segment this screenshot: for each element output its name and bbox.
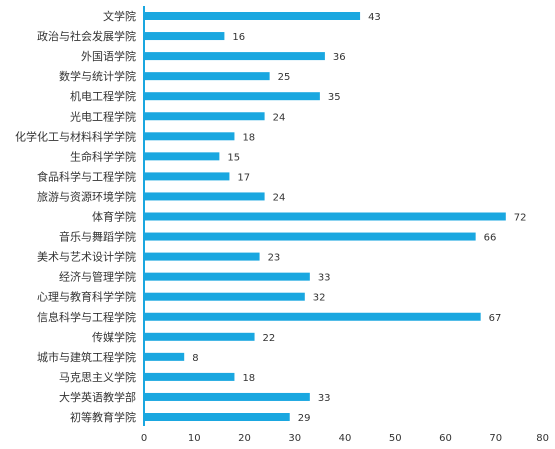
- category-label: 机电工程学院: [70, 89, 136, 103]
- data-label: 15: [227, 152, 240, 163]
- x-tick-label: 30: [288, 433, 301, 444]
- data-label: 36: [333, 52, 346, 63]
- category-label: 传媒学院: [92, 330, 136, 344]
- data-label: 67: [489, 313, 502, 324]
- category-label: 美术与艺术设计学院: [37, 250, 136, 264]
- category-label: 生命科学学院: [70, 149, 136, 163]
- x-tick-labels: 0 10 20 30 40 50 60 70 80: [141, 433, 549, 444]
- data-label: 16: [232, 32, 245, 43]
- category-label: 信息科学与工程学院: [37, 310, 136, 324]
- bar: [144, 172, 230, 181]
- data-label: 17: [237, 172, 250, 183]
- x-tick-label: 50: [389, 433, 402, 444]
- category-label: 城市与建筑工程学院: [37, 350, 136, 364]
- category-label: 大学英语教学部: [59, 390, 136, 404]
- bar: [144, 132, 235, 141]
- bar: [144, 152, 220, 161]
- x-tick-label: 40: [339, 433, 352, 444]
- data-label: 8: [192, 353, 198, 364]
- bar: [144, 52, 325, 61]
- category-label: 光电工程学院: [70, 109, 136, 123]
- bar: [144, 72, 270, 81]
- bar: [144, 92, 320, 101]
- data-label: 33: [318, 393, 331, 404]
- category-labels: 文学院政治与社会发展学院外国语学院数学与统计学院机电工程学院光电工程学院化学化工…: [15, 9, 136, 424]
- data-label: 18: [242, 132, 255, 143]
- data-label: 22: [263, 333, 276, 344]
- category-label: 经济与管理学院: [59, 270, 136, 284]
- category-label: 旅游与资源环境学院: [37, 189, 136, 203]
- x-tick-label: 10: [188, 433, 201, 444]
- bar: [144, 112, 265, 121]
- data-label: 24: [273, 112, 286, 123]
- category-label: 文学院: [103, 9, 136, 23]
- category-label: 音乐与舞蹈学院: [59, 230, 136, 244]
- category-label: 数学与统计学院: [59, 69, 136, 83]
- data-label: 66: [484, 233, 497, 244]
- bar: [144, 392, 310, 401]
- data-label: 23: [268, 253, 281, 264]
- bar: [144, 372, 235, 381]
- category-label: 初等教育学院: [70, 410, 136, 424]
- x-tick-label: 0: [141, 433, 147, 444]
- bar: [144, 252, 260, 261]
- bar: [144, 332, 255, 341]
- data-label: 18: [242, 373, 255, 384]
- data-label: 32: [313, 293, 326, 304]
- bar: [144, 12, 361, 20]
- data-label: 72: [514, 213, 527, 224]
- category-label: 化学化工与材料科学学院: [15, 129, 136, 143]
- data-label: 43: [368, 12, 381, 23]
- bar: [144, 32, 225, 41]
- bar: [144, 192, 265, 201]
- x-tick-label: 70: [489, 433, 502, 444]
- bar: [144, 292, 305, 301]
- category-label: 心理与教育科学学院: [37, 290, 136, 304]
- category-label: 体育学院: [92, 210, 136, 224]
- x-tick-label: 60: [439, 433, 452, 444]
- data-label: 24: [273, 192, 286, 203]
- bar: [144, 272, 310, 281]
- x-tick-label: 20: [238, 433, 251, 444]
- value-labels: 4316362535241815172472662333326722818332…: [192, 12, 526, 424]
- data-label: 29: [298, 413, 311, 424]
- category-label: 政治与社会发展学院: [37, 29, 136, 43]
- data-label: 35: [328, 92, 341, 103]
- category-label: 外国语学院: [81, 49, 136, 63]
- category-label: 食品科学与工程学院: [37, 169, 136, 183]
- bar: [144, 413, 290, 421]
- data-label: 33: [318, 273, 331, 284]
- data-label: 25: [278, 72, 291, 83]
- bar: [144, 352, 185, 361]
- category-label: 马克思主义学院: [59, 370, 136, 384]
- bars-group: [144, 12, 506, 421]
- bar: [144, 312, 481, 321]
- bar: [144, 232, 476, 241]
- bar: [144, 212, 506, 221]
- x-tick-label: 80: [536, 433, 549, 444]
